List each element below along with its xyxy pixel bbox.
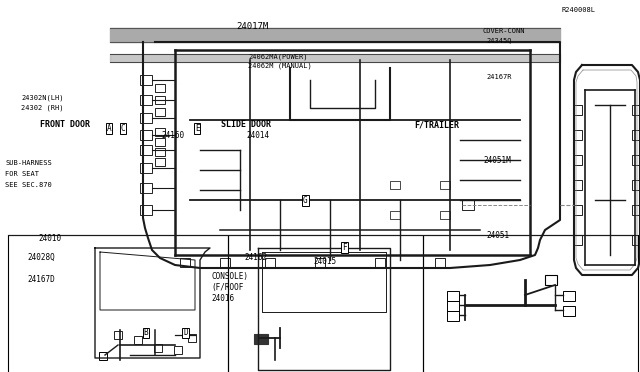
Bar bbox=[390, 181, 400, 189]
Bar bbox=[632, 180, 640, 190]
Text: A: A bbox=[106, 124, 111, 133]
Bar bbox=[140, 75, 152, 85]
Text: D: D bbox=[183, 328, 188, 337]
Bar bbox=[140, 205, 152, 215]
Text: SUB-HARNESS: SUB-HARNESS bbox=[5, 160, 52, 166]
Text: 24345Q: 24345Q bbox=[486, 37, 512, 43]
Bar bbox=[180, 258, 190, 267]
Bar bbox=[8, 235, 228, 372]
Text: E: E bbox=[195, 124, 200, 133]
Bar bbox=[574, 180, 582, 190]
Bar bbox=[155, 96, 165, 104]
Bar bbox=[315, 258, 325, 267]
Bar bbox=[99, 352, 107, 360]
Text: B: B bbox=[143, 328, 148, 337]
Bar bbox=[375, 258, 385, 267]
Bar bbox=[545, 275, 557, 285]
Text: 24062MA(POWER): 24062MA(POWER) bbox=[248, 54, 308, 60]
Bar bbox=[390, 211, 400, 219]
Text: G: G bbox=[303, 196, 308, 205]
Text: 24162: 24162 bbox=[244, 253, 268, 262]
Text: 24051: 24051 bbox=[486, 231, 509, 240]
Text: C: C bbox=[120, 124, 125, 133]
Text: 24016: 24016 bbox=[211, 294, 234, 303]
Bar bbox=[447, 291, 459, 301]
Bar bbox=[140, 95, 152, 105]
Bar bbox=[632, 155, 640, 165]
Bar bbox=[155, 128, 165, 136]
Bar bbox=[632, 130, 640, 140]
Bar bbox=[228, 235, 423, 372]
Polygon shape bbox=[110, 28, 560, 42]
Bar bbox=[632, 105, 640, 115]
Text: F/TRAILER: F/TRAILER bbox=[415, 120, 460, 129]
Bar bbox=[254, 334, 268, 344]
Bar bbox=[155, 148, 165, 156]
Text: 24167R: 24167R bbox=[486, 74, 512, 80]
Bar bbox=[140, 113, 152, 123]
Bar bbox=[265, 258, 275, 267]
Text: SEE SEC.870: SEE SEC.870 bbox=[5, 182, 52, 188]
Text: COVER-CONN: COVER-CONN bbox=[483, 28, 525, 34]
Bar bbox=[574, 205, 582, 215]
Bar bbox=[574, 235, 582, 245]
Text: 24017M: 24017M bbox=[237, 22, 269, 31]
Bar bbox=[140, 183, 152, 193]
Bar bbox=[134, 336, 142, 344]
Text: 24302N(LH): 24302N(LH) bbox=[21, 95, 63, 101]
Bar bbox=[440, 181, 450, 189]
Bar bbox=[155, 108, 165, 116]
Text: F: F bbox=[342, 243, 347, 252]
Text: R240008L: R240008L bbox=[562, 7, 596, 13]
Bar bbox=[140, 145, 152, 155]
Text: 24160: 24160 bbox=[161, 131, 184, 140]
Bar bbox=[632, 205, 640, 215]
Bar bbox=[435, 258, 445, 267]
Bar bbox=[447, 301, 459, 311]
Text: 24010: 24010 bbox=[38, 234, 61, 243]
Text: 24051M: 24051M bbox=[484, 156, 511, 165]
Bar bbox=[174, 346, 182, 354]
Bar bbox=[155, 84, 165, 92]
Text: 24302 (RH): 24302 (RH) bbox=[21, 104, 63, 110]
Bar bbox=[155, 138, 165, 146]
Text: 24062M (MANUAL): 24062M (MANUAL) bbox=[248, 62, 312, 69]
Bar bbox=[140, 163, 152, 173]
Text: 24015: 24015 bbox=[314, 257, 337, 266]
Bar bbox=[574, 105, 582, 115]
Bar bbox=[462, 200, 474, 210]
Text: FOR SEAT: FOR SEAT bbox=[5, 171, 39, 177]
Bar bbox=[114, 331, 122, 339]
Bar bbox=[154, 344, 162, 352]
Text: 24014: 24014 bbox=[246, 131, 269, 140]
Bar bbox=[440, 211, 450, 219]
Bar bbox=[574, 130, 582, 140]
Bar bbox=[563, 306, 575, 316]
Bar bbox=[140, 130, 152, 140]
Bar bbox=[574, 155, 582, 165]
Text: (F/ROOF: (F/ROOF bbox=[211, 283, 244, 292]
Bar bbox=[155, 158, 165, 166]
Text: SLIDE DOOR: SLIDE DOOR bbox=[221, 120, 271, 129]
Bar bbox=[188, 334, 196, 342]
Text: CONSOLE): CONSOLE) bbox=[211, 272, 248, 280]
Bar bbox=[220, 258, 230, 267]
Text: 24167D: 24167D bbox=[28, 275, 55, 284]
Text: 24028Q: 24028Q bbox=[28, 253, 55, 262]
Bar bbox=[423, 235, 638, 372]
Bar bbox=[563, 291, 575, 301]
Text: FRONT DOOR: FRONT DOOR bbox=[40, 120, 90, 129]
Bar bbox=[632, 235, 640, 245]
Bar bbox=[447, 311, 459, 321]
